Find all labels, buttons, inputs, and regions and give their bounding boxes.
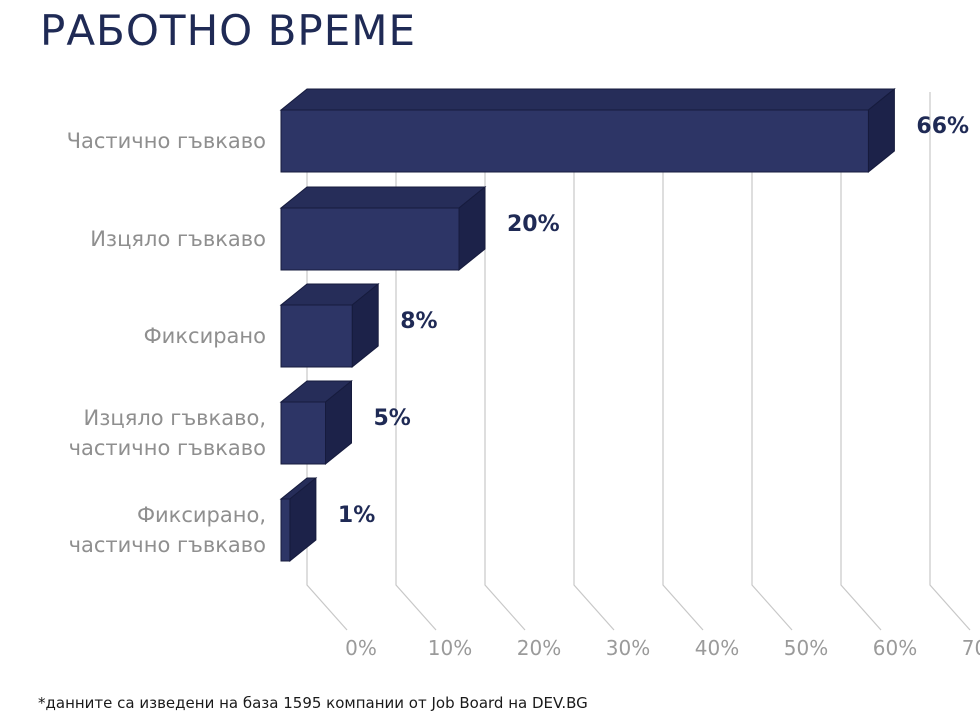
x-tick-label: 20% (517, 636, 561, 660)
value-label: 66% (916, 114, 969, 139)
category-label: Изцяло гъвкаво (90, 227, 266, 251)
bar (279, 476, 318, 563)
bar-top-face (279, 88, 896, 111)
value-label: 20% (507, 212, 560, 237)
page-title: РАБОТНО ВРЕМЕ (40, 6, 417, 55)
x-tick-label: 70% (962, 636, 980, 660)
x-tick-label: 40% (695, 636, 739, 660)
gridline (484, 92, 526, 631)
bar (279, 379, 353, 466)
x-tick-label: 50% (784, 636, 828, 660)
gridline (929, 92, 971, 631)
bar-chart: Частично гъвкаво Изцяло гъвкаво Фиксирано И… (67, 87, 980, 660)
bar-front-face (280, 498, 291, 562)
category-label: Фиксирано (144, 324, 266, 348)
category-label: частично гъвкаво (69, 533, 266, 557)
bar-front-face (280, 109, 869, 173)
x-tick-label: 60% (873, 636, 917, 660)
category-label: Изцяло гъвкаво, (84, 406, 266, 430)
gridline (840, 92, 882, 631)
bar-top-face (279, 186, 487, 209)
value-label: 8% (400, 309, 437, 334)
value-label: 1% (338, 503, 375, 528)
gridline (662, 92, 704, 631)
bar (279, 185, 487, 272)
footnote: *данните са изведени на база 1595 компан… (38, 694, 588, 712)
gridline (573, 92, 615, 631)
x-tick-label: 10% (428, 636, 472, 660)
value-labels: 66% 20% 8% 5% 1% (338, 114, 969, 528)
bars (279, 87, 896, 563)
x-tick-label: 30% (606, 636, 650, 660)
bar (279, 87, 896, 174)
bar-front-face (280, 207, 460, 271)
bar (279, 282, 380, 369)
bar-front-face (280, 401, 326, 465)
gridline (395, 92, 437, 631)
gridlines (306, 92, 971, 631)
value-label: 5% (374, 406, 411, 431)
category-label: частично гъвкаво (69, 436, 266, 460)
x-tick-label: 0% (345, 636, 377, 660)
category-label: Фиксирано, (137, 503, 266, 527)
category-labels: Частично гъвкаво Изцяло гъвкаво Фиксирано И… (67, 129, 266, 557)
gridline (751, 92, 793, 631)
x-axis-ticks: 0% 10% 20% 30% 40% 50% 60% 70% (345, 636, 980, 660)
category-label: Частично гъвкаво (67, 129, 266, 153)
bar-front-face (280, 304, 353, 368)
